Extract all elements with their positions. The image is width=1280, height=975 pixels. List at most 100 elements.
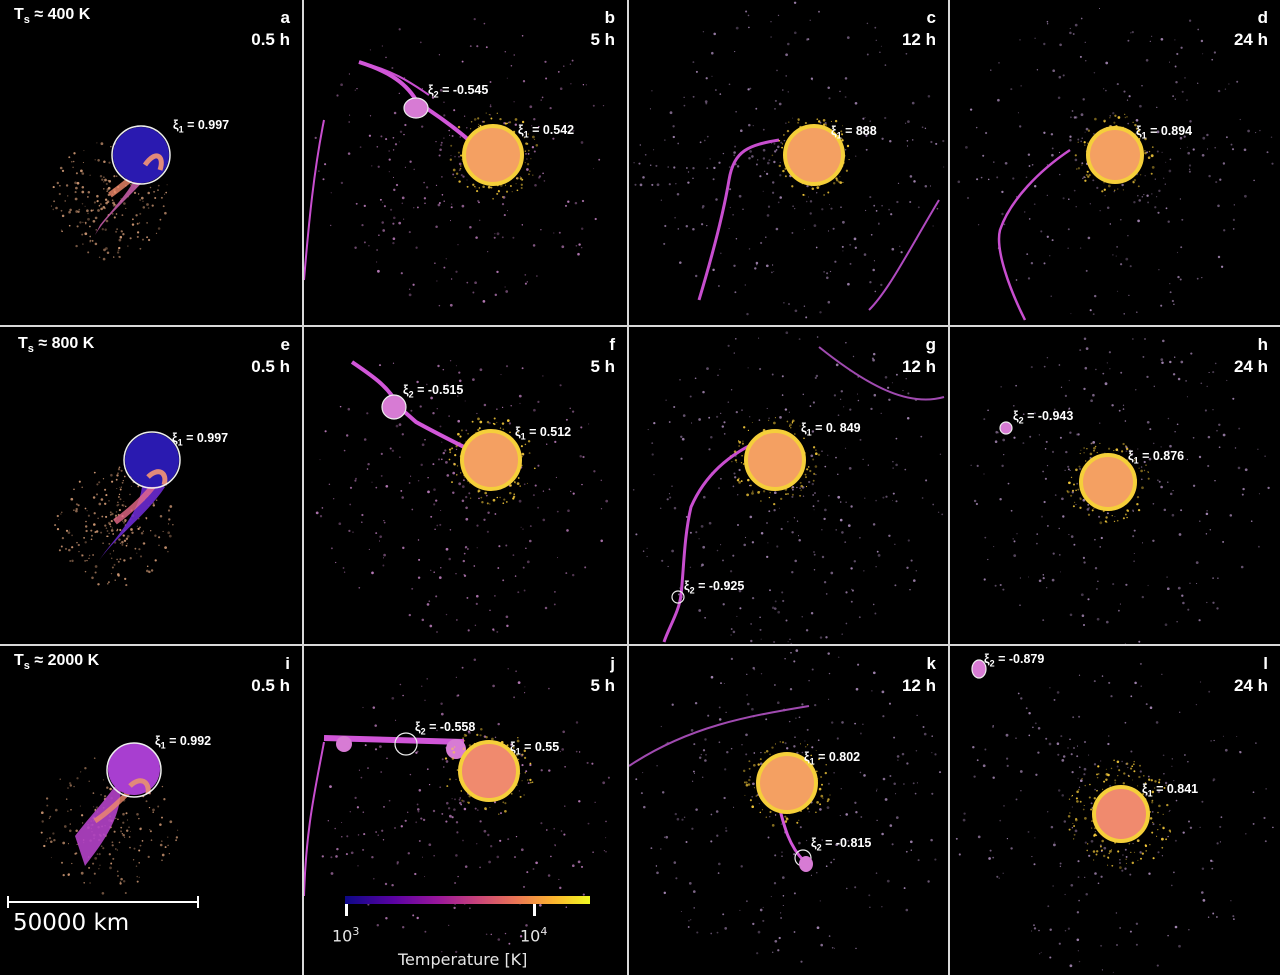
particle xyxy=(1131,30,1134,34)
particle xyxy=(1070,883,1074,887)
particle xyxy=(98,204,101,207)
particle xyxy=(842,250,844,252)
particle xyxy=(81,203,84,205)
particle xyxy=(725,827,727,829)
particle xyxy=(1087,236,1091,240)
particle xyxy=(891,382,893,384)
particle xyxy=(575,244,578,247)
particle xyxy=(906,566,909,569)
particle xyxy=(1171,765,1173,767)
particle xyxy=(1015,737,1017,739)
particle xyxy=(921,126,924,129)
particle xyxy=(786,747,789,750)
particle xyxy=(109,866,112,870)
particle xyxy=(888,702,892,705)
particle xyxy=(84,221,87,224)
particle xyxy=(1013,554,1017,557)
particle xyxy=(533,117,536,121)
particle xyxy=(730,389,733,391)
particle xyxy=(1160,37,1164,41)
particle xyxy=(97,209,100,212)
particle xyxy=(1185,380,1187,382)
particle xyxy=(802,393,805,396)
particle xyxy=(815,428,818,431)
particle xyxy=(1244,468,1248,472)
particle xyxy=(112,857,115,860)
particle xyxy=(1152,823,1155,826)
particle xyxy=(1051,147,1054,150)
particle xyxy=(435,595,438,598)
particle xyxy=(1141,85,1143,87)
particle xyxy=(1147,471,1150,473)
particle xyxy=(571,59,574,62)
particle xyxy=(1084,179,1087,182)
particle xyxy=(640,792,643,795)
particle xyxy=(106,582,109,585)
particle xyxy=(163,798,166,801)
particle xyxy=(1162,813,1164,816)
particle xyxy=(401,196,405,200)
particle xyxy=(542,172,544,175)
particle xyxy=(1038,929,1040,932)
particle xyxy=(759,616,761,619)
particle xyxy=(110,572,113,575)
particle xyxy=(83,537,85,539)
particle xyxy=(824,465,827,468)
particle xyxy=(1068,379,1070,382)
particle xyxy=(341,836,343,838)
particle xyxy=(445,547,449,551)
particle xyxy=(86,559,88,562)
particle xyxy=(1208,371,1210,374)
particle xyxy=(1083,452,1085,454)
particle xyxy=(1236,735,1238,738)
grid-divider xyxy=(302,0,304,975)
particle xyxy=(1070,313,1072,315)
particle xyxy=(60,545,63,548)
particle xyxy=(665,835,669,839)
particle xyxy=(71,559,74,563)
particle xyxy=(1108,852,1110,855)
particle xyxy=(1010,509,1013,512)
particle xyxy=(718,706,721,709)
particle xyxy=(820,943,823,947)
particle xyxy=(439,148,442,151)
particle xyxy=(828,204,831,206)
particle xyxy=(520,445,523,448)
particle xyxy=(386,757,388,760)
particle xyxy=(93,872,96,875)
particle xyxy=(591,762,594,765)
particle xyxy=(1078,960,1081,963)
particle xyxy=(1179,136,1183,140)
particle xyxy=(1130,750,1133,753)
particle xyxy=(111,527,113,529)
particle xyxy=(458,169,461,172)
particle xyxy=(1071,110,1074,112)
particle xyxy=(1145,464,1147,466)
particle xyxy=(1139,851,1142,854)
particle xyxy=(461,204,465,208)
particle xyxy=(1147,471,1149,473)
particle xyxy=(91,239,94,242)
particle xyxy=(719,368,721,370)
particle xyxy=(1105,773,1109,776)
particle xyxy=(1103,846,1107,850)
particle xyxy=(839,398,842,400)
particle xyxy=(479,368,483,372)
particle xyxy=(784,408,788,411)
particle xyxy=(465,495,468,499)
particle xyxy=(749,87,752,90)
particle xyxy=(484,807,487,810)
particle xyxy=(1034,37,1036,39)
particle xyxy=(1155,196,1158,198)
particle xyxy=(822,123,826,127)
particle xyxy=(1151,790,1155,794)
particle xyxy=(929,185,932,187)
particle xyxy=(378,540,381,542)
particle xyxy=(600,479,603,482)
particle xyxy=(819,636,823,639)
particle xyxy=(113,216,116,219)
particle xyxy=(490,933,493,936)
particle xyxy=(419,41,422,44)
particle xyxy=(491,737,494,741)
particle xyxy=(167,509,171,512)
